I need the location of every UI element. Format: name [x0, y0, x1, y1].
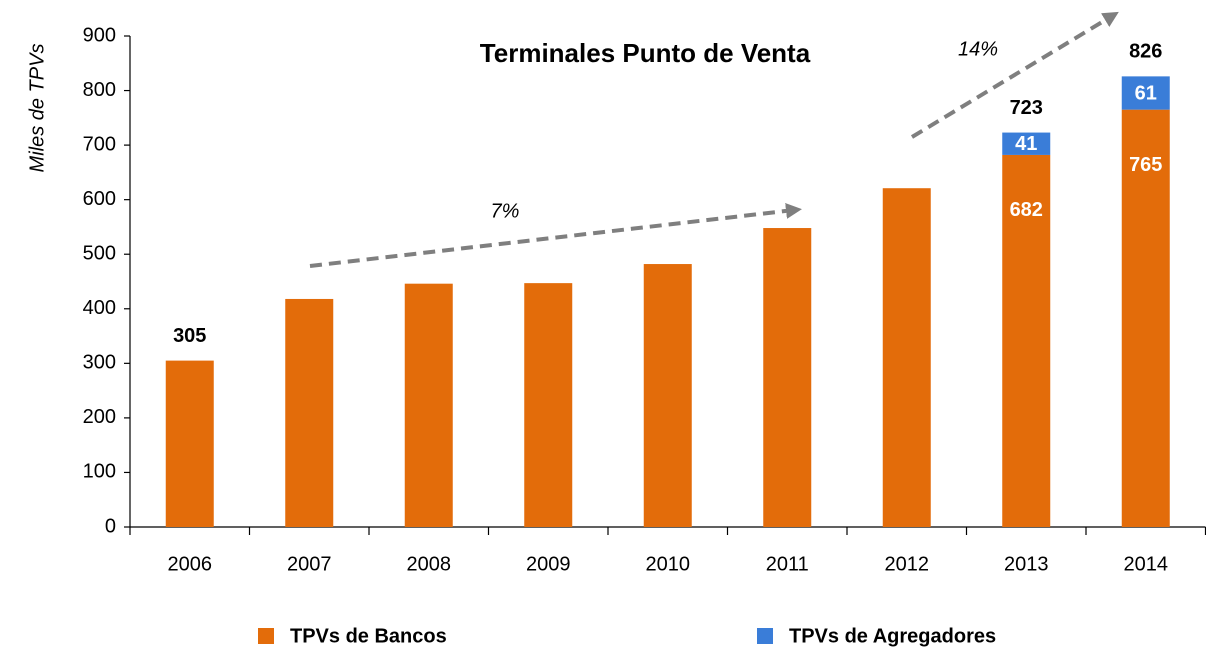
- bar-segment: [285, 298, 334, 527]
- x-tick-label: 2014: [1124, 553, 1169, 575]
- y-tick-label: 100: [83, 461, 116, 483]
- x-tick-label: 2012: [885, 553, 930, 575]
- x-tick-label: 2006: [168, 553, 213, 575]
- y-tick-label: 900: [83, 24, 116, 46]
- total-label: 826: [1129, 41, 1162, 63]
- x-tick-label: 2007: [287, 553, 332, 575]
- x-tick-label: 2011: [766, 553, 809, 575]
- legend-label: TPVs de Agregadores: [789, 625, 996, 647]
- x-tick-label: 2008: [407, 553, 452, 575]
- y-tick-label: 300: [83, 352, 116, 374]
- bar-segment: [643, 264, 692, 527]
- y-axis-label: Miles de TPVs: [26, 44, 48, 173]
- legend-label: TPVs de Bancos: [290, 625, 447, 647]
- annotation: 14%: [958, 38, 998, 60]
- total-label: 305: [173, 325, 206, 347]
- annotation: 7%: [491, 200, 520, 222]
- bar-segment: [882, 188, 931, 527]
- bar-segment: [1121, 76, 1170, 110]
- data-label: 682: [1010, 199, 1043, 221]
- legend-swatch: [757, 628, 773, 644]
- y-tick-label: 800: [83, 79, 116, 101]
- total-label: 723: [1010, 97, 1043, 119]
- bar-segment: [1002, 132, 1051, 155]
- x-tick-label: 2010: [646, 553, 691, 575]
- y-tick-label: 200: [83, 406, 116, 428]
- x-tick-label: 2009: [526, 553, 571, 575]
- y-tick-label: 400: [83, 297, 116, 319]
- bar-segment: [1121, 109, 1170, 528]
- bar-segment: [524, 283, 573, 527]
- chart-title: Terminales Punto de Venta: [480, 38, 811, 68]
- data-label: 61: [1135, 82, 1157, 104]
- y-tick-label: 600: [83, 188, 116, 210]
- y-tick-label: 700: [83, 133, 116, 155]
- trend-arrow: [910, 11, 1119, 139]
- bar-segment: [404, 283, 453, 527]
- y-tick-label: 500: [83, 243, 116, 265]
- bar-segment: [763, 228, 812, 527]
- y-tick-label: 0: [105, 515, 116, 537]
- bar-segment: [165, 360, 214, 527]
- x-tick-label: 2013: [1004, 553, 1049, 575]
- legend-swatch: [258, 628, 274, 644]
- data-label: 41: [1015, 133, 1037, 155]
- bar-segment: [1002, 154, 1051, 528]
- trend-arrow: [309, 202, 802, 268]
- data-label: 765: [1129, 154, 1162, 176]
